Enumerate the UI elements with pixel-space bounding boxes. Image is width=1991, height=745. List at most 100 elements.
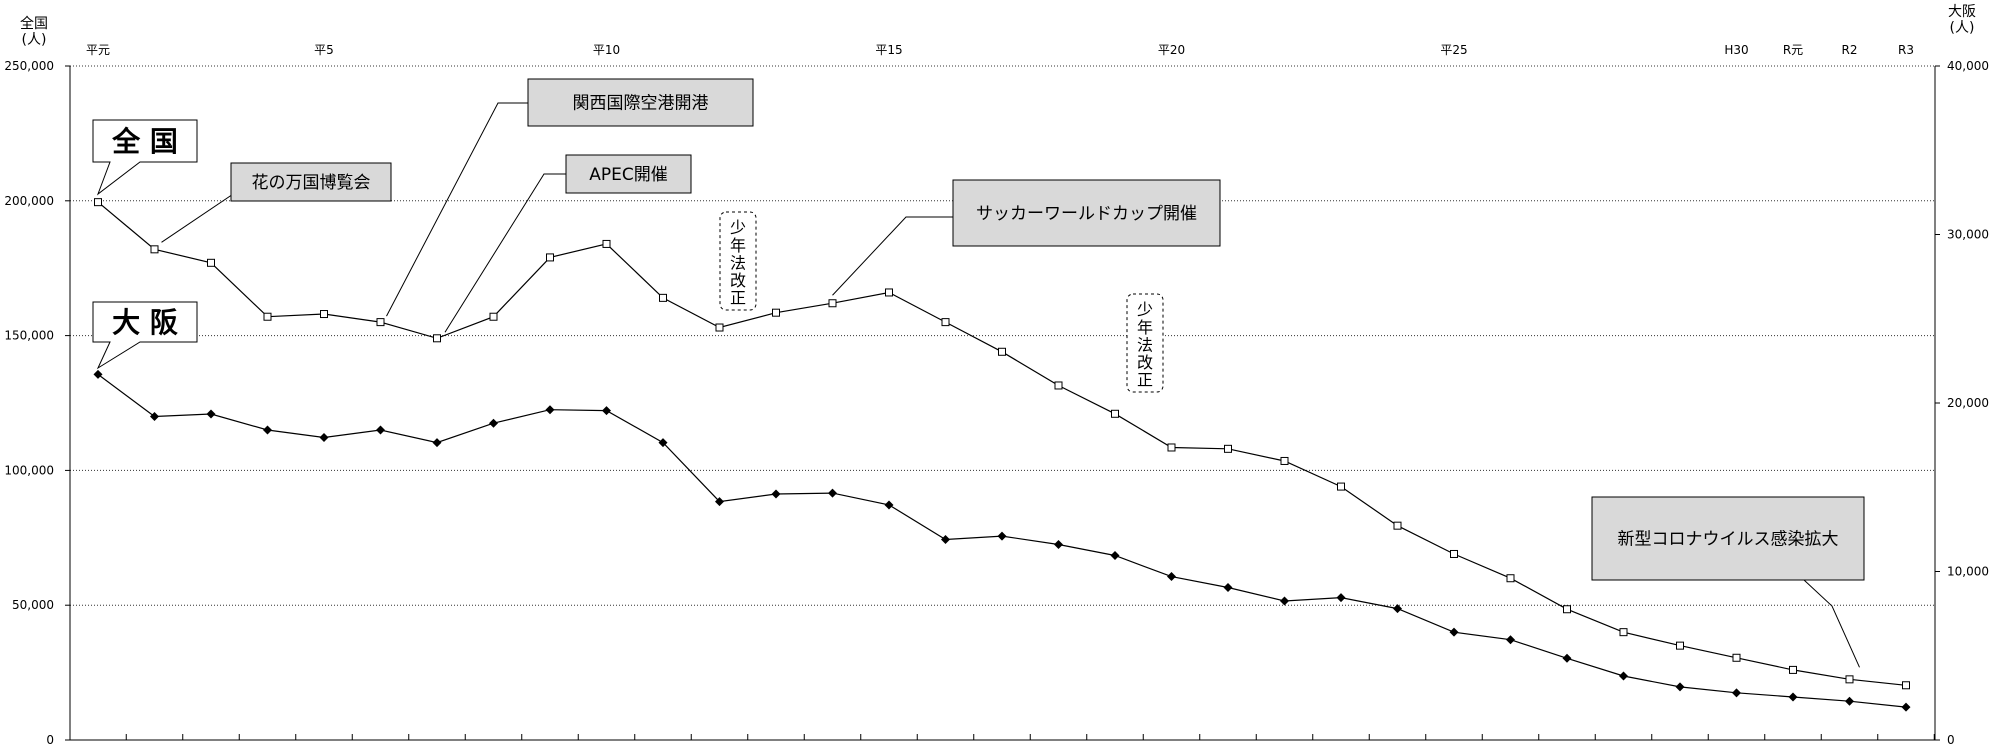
data-point-square xyxy=(263,312,272,321)
data-point-diamond xyxy=(1393,604,1402,614)
data-point-square xyxy=(376,318,385,327)
series-line-0 xyxy=(97,201,1907,686)
data-point-diamond xyxy=(432,438,442,448)
right-tick-label: 0 xyxy=(1947,733,1955,745)
data-point-square xyxy=(1506,574,1515,583)
series-name-osaka-box: 大 阪 xyxy=(92,301,198,370)
data-point-square xyxy=(828,299,837,308)
era-label: 平15 xyxy=(875,43,902,57)
data-point-square xyxy=(1450,549,1458,558)
data-point-diamond xyxy=(828,488,837,498)
vertical-note-char: 正 xyxy=(1137,371,1153,390)
data-point-diamond xyxy=(1110,550,1120,560)
callout-box xyxy=(527,78,754,127)
data-point-diamond xyxy=(93,369,103,379)
era-label: R2 xyxy=(1842,43,1858,57)
callout-box xyxy=(565,154,692,194)
data-point-square xyxy=(1111,409,1119,418)
data-point-diamond xyxy=(1280,596,1289,606)
left-tick-label: 250,000 xyxy=(4,59,54,73)
data-point-diamond xyxy=(884,500,894,510)
data-point-square xyxy=(207,258,215,267)
era-labels: 平元 平5 平10 平15 平20 平25 H30 R元 R2 R3 xyxy=(86,43,1914,57)
data-point-square xyxy=(94,198,102,207)
data-point-diamond xyxy=(602,406,611,416)
era-label: 平25 xyxy=(1440,43,1467,57)
right-tick-label: 40,000 xyxy=(1947,59,1989,73)
vertical-note-char: 改 xyxy=(1137,353,1153,372)
data-point-square xyxy=(715,323,724,332)
series-name-zenkoku: 全 国 xyxy=(111,125,178,158)
data-point-diamond xyxy=(1732,688,1741,698)
data-point-square xyxy=(1563,605,1571,614)
data-point-diamond xyxy=(1562,653,1572,663)
data-point-square xyxy=(1054,381,1063,390)
right-tick-label: 10,000 xyxy=(1947,565,1989,579)
callout-leader-line xyxy=(832,216,953,296)
callout-leader-line xyxy=(1803,579,1860,668)
data-point-diamond xyxy=(376,425,385,435)
data-point-diamond xyxy=(1167,572,1176,582)
callout-box xyxy=(952,179,1221,247)
data-point-diamond xyxy=(263,425,272,435)
era-label: R3 xyxy=(1898,43,1914,57)
vertical-note-char: 少 xyxy=(1137,300,1153,319)
era-label: 平10 xyxy=(593,43,620,57)
data-point-diamond xyxy=(1619,671,1628,681)
data-point-square xyxy=(1337,482,1345,491)
right-axis-label-line2: (人) xyxy=(1950,20,1975,36)
callout-leader-line xyxy=(386,102,528,317)
series-name-osaka: 大 阪 xyxy=(112,306,178,339)
right-tick-label: 20,000 xyxy=(1947,396,1989,410)
data-point-square xyxy=(941,318,950,327)
data-point-diamond xyxy=(150,411,159,421)
annotation-callouts: 花の万国博覧会 関西国際空港開港 APEC開催サッカーワールドカップ開催新型コロナウ… xyxy=(161,78,1865,668)
series-lines xyxy=(93,198,1911,712)
data-point-square xyxy=(1280,456,1289,465)
data-point-square xyxy=(1732,653,1741,662)
grid-lines xyxy=(70,65,1935,606)
data-point-diamond xyxy=(1506,635,1515,645)
data-point-diamond xyxy=(1336,593,1346,603)
data-point-diamond xyxy=(1675,682,1685,692)
data-point-square xyxy=(1789,665,1797,674)
axes: 0 50,000 100,000 150,000 200,000 250,000 0 10,0… xyxy=(4,59,1989,745)
callout-text: APEC開催 xyxy=(589,165,668,185)
era-label: 平20 xyxy=(1158,43,1185,57)
left-tick-label: 150,000 xyxy=(4,329,54,343)
data-point-diamond xyxy=(658,438,668,448)
vertical-note-char: 正 xyxy=(730,289,746,308)
left-tick-label: 100,000 xyxy=(4,463,54,477)
series-name-zenkoku-box: 全 国 xyxy=(92,119,198,196)
data-point-square xyxy=(1902,681,1910,690)
data-point-square xyxy=(1393,521,1402,530)
data-point-diamond xyxy=(771,489,781,499)
data-point-square xyxy=(320,310,328,319)
callout-box xyxy=(1591,496,1865,581)
data-point-square xyxy=(602,239,611,248)
vertical-note-char: 改 xyxy=(730,271,746,290)
era-label: R元 xyxy=(1783,43,1803,57)
data-point-diamond xyxy=(941,534,950,544)
data-point-square xyxy=(1167,443,1176,452)
data-point-diamond xyxy=(545,405,555,415)
data-point-diamond xyxy=(489,418,498,428)
data-point-square xyxy=(1676,641,1684,650)
right-axis-label-line1: 大阪 xyxy=(1948,4,1976,20)
callout-leader-line xyxy=(444,173,566,333)
callout-text: サッカーワールドカップ開催 xyxy=(976,204,1197,224)
data-point-square xyxy=(1845,675,1854,684)
vertical-note-char: 年 xyxy=(1137,318,1153,337)
data-point-square xyxy=(489,312,498,321)
callout-box xyxy=(230,162,392,202)
data-point-diamond xyxy=(1054,540,1063,550)
data-point-diamond xyxy=(1449,627,1459,637)
era-label: 平元 xyxy=(86,43,110,57)
data-point-square xyxy=(772,308,780,317)
vertical-note-char: 法 xyxy=(1137,335,1153,354)
data-point-diamond xyxy=(1845,696,1854,706)
vertical-note-char: 年 xyxy=(730,236,746,255)
vertical-note-char: 少 xyxy=(730,218,746,237)
left-tick-label: 200,000 xyxy=(4,194,54,208)
data-point-square xyxy=(998,347,1006,356)
